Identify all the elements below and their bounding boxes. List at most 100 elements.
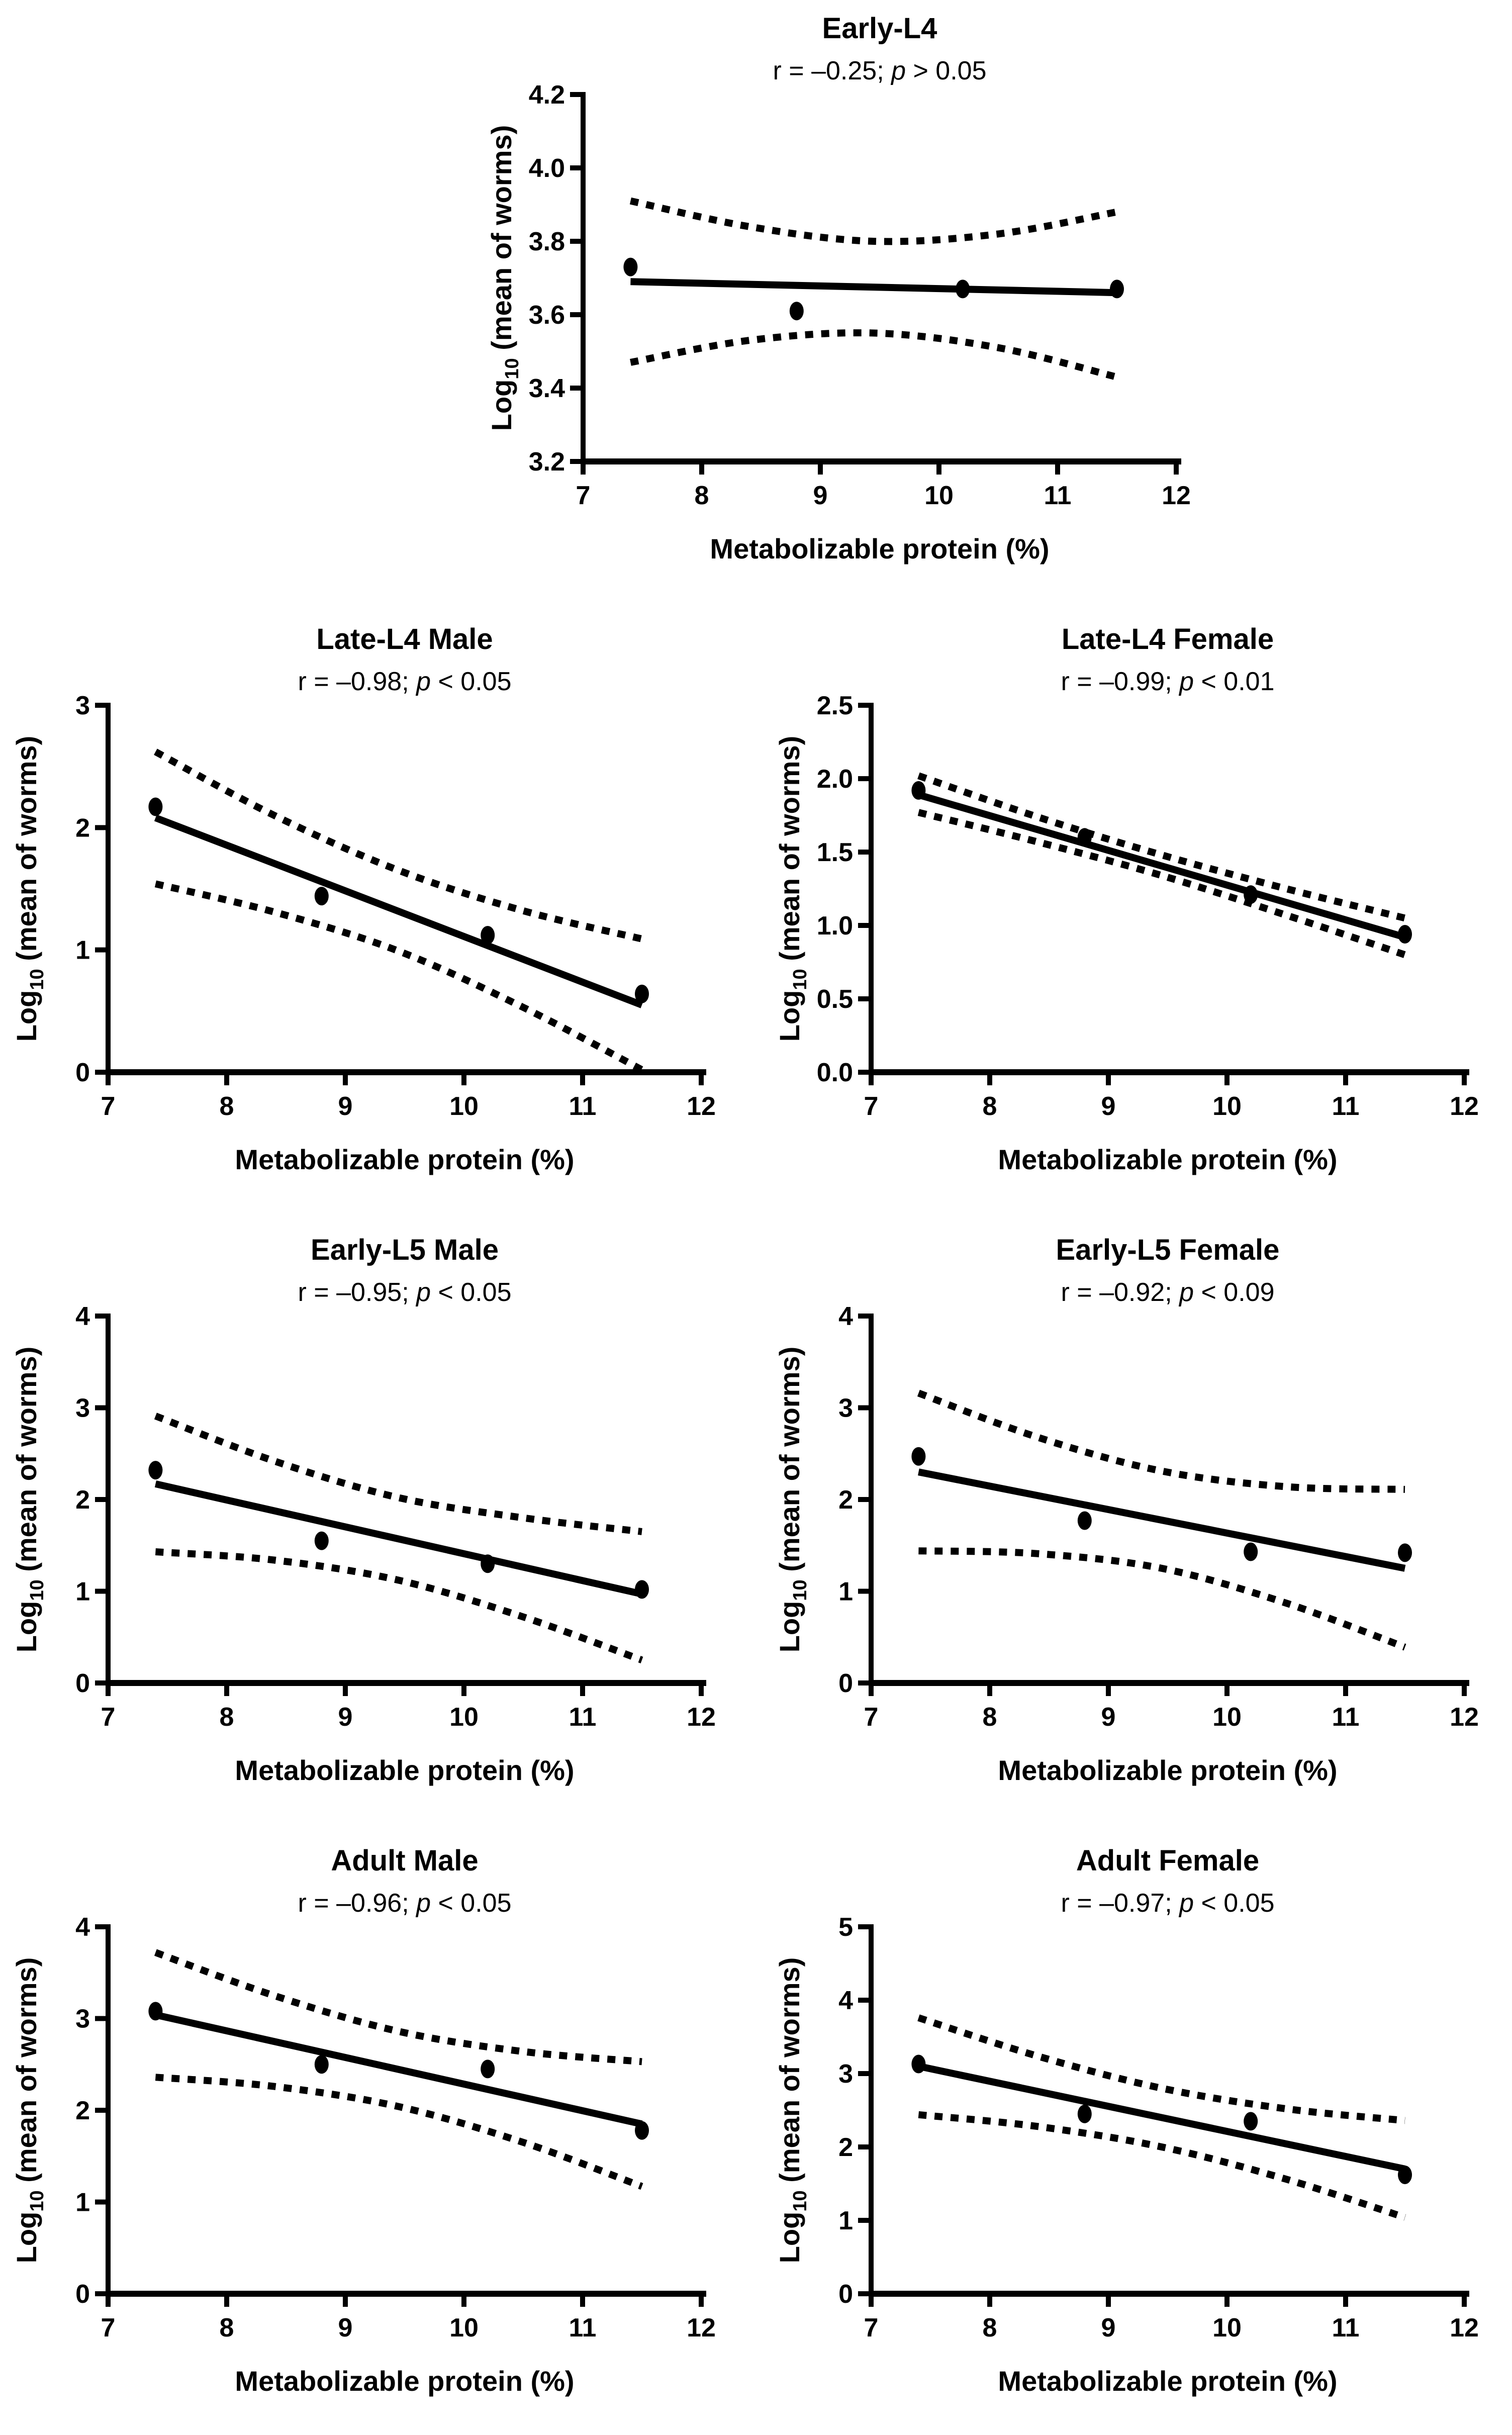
- stats-p-symbol: p: [415, 667, 431, 696]
- stats-p-value: < 0.01: [1194, 667, 1274, 696]
- y-axis-label-post: (mean of worms): [774, 1347, 805, 1580]
- y-tick-label: 2: [838, 2133, 853, 2162]
- x-axis-label: Metabolizable protein (%): [710, 533, 1049, 565]
- y-axis-label-pre: Log: [774, 990, 805, 1042]
- x-tick-label: 11: [569, 2313, 597, 2343]
- y-tick-label: 4: [75, 1302, 90, 1331]
- data-point: [789, 302, 804, 321]
- y-tick-label: 0: [75, 1669, 90, 1698]
- regression-line: [918, 1468, 1406, 1572]
- figure-row-4: Adult Male r = –0.96; p < 0.05 0 1 2 3 4 7 8 9 10 1…: [0, 1836, 1512, 2422]
- y-axis-label: Log10 (mean of worms): [11, 1347, 48, 1653]
- y-tick-label: 0: [838, 1669, 853, 1698]
- y-axis-label-pre: Log: [774, 2212, 805, 2264]
- panel-slot-late-l4-male: Late-L4 Male r = –0.98; p < 0.05 0 1 2 3 7 8 9 10…: [0, 615, 724, 1200]
- ci-lower-curve: [918, 1547, 1406, 1651]
- x-tick-label: 10: [1212, 1092, 1242, 1121]
- ci-upper-curve: [917, 1389, 1405, 1493]
- stats-p-value: < 0.05: [431, 1889, 511, 1918]
- y-axis-label-post: (mean of worms): [486, 125, 517, 358]
- y-tick-label: 3.6: [529, 301, 565, 330]
- stats-p-value: < 0.09: [1194, 1278, 1274, 1307]
- y-tick-label: 3: [838, 1394, 853, 1423]
- data-point: [148, 2002, 163, 2021]
- x-tick-label: 12: [1450, 1703, 1479, 1732]
- y-tick-label: 4: [838, 1986, 853, 2015]
- data-point: [314, 2055, 329, 2074]
- data-point: [911, 781, 926, 800]
- x-tick-label: 8: [983, 1703, 997, 1732]
- y-tick-label: 4.0: [529, 154, 565, 183]
- y-axis-label-pre: Log: [11, 1601, 42, 1653]
- x-tick-label: 8: [695, 481, 709, 510]
- panel-stats: r = –0.25; p > 0.05: [773, 56, 987, 85]
- data-point: [1398, 925, 1412, 944]
- y-axis-label-pre: Log: [774, 1601, 805, 1653]
- x-tick-label: 9: [338, 2313, 353, 2343]
- stats-p-symbol: p: [1178, 667, 1194, 696]
- data-point: [911, 2054, 926, 2074]
- ci-lower-curve: [155, 1548, 643, 1663]
- y-tick-label: 1: [75, 2188, 90, 2217]
- stats-r-value: r = –0.97;: [1061, 1889, 1180, 1918]
- x-tick-label: 9: [338, 1703, 353, 1732]
- y-axis-label: Log10 (mean of worms): [486, 125, 523, 431]
- y-tick-label: 3: [75, 691, 90, 720]
- panel-slot-early-l5-male: Early-L5 Male r = –0.95; p < 0.05 0 1 2 3 4 7 8 9…: [0, 1226, 724, 1811]
- data-point: [956, 279, 970, 299]
- y-axis-label: Log10 (mean of worms): [11, 736, 48, 1042]
- x-tick-label: 11: [1044, 481, 1072, 510]
- x-tick-label: 9: [813, 481, 828, 510]
- y-tick-label: 4: [75, 1913, 90, 1942]
- y-tick-label: 1.5: [817, 838, 853, 867]
- x-tick-label: 12: [687, 2313, 716, 2343]
- x-tick-label: 12: [687, 1703, 716, 1732]
- y-axis-label-pre: Log: [486, 380, 517, 431]
- regression-line: [917, 791, 1406, 941]
- y-tick-label: 0.5: [817, 985, 853, 1014]
- x-tick-label: 10: [449, 2313, 479, 2343]
- x-tick-label: 9: [1101, 1092, 1116, 1121]
- x-tick-label: 8: [220, 1092, 234, 1121]
- panel-title: Adult Female: [1076, 1844, 1259, 1877]
- y-tick-label: 1: [838, 2206, 853, 2235]
- y-tick-label: 3: [838, 2059, 853, 2089]
- x-tick-label: 8: [220, 1703, 234, 1732]
- panel-title: Early-L5 Male: [311, 1234, 499, 1266]
- x-axis-label: Metabolizable protein (%): [998, 2365, 1337, 2397]
- x-tick-label: 11: [569, 1703, 597, 1732]
- x-tick-label: 9: [1101, 2313, 1116, 2343]
- panel-title: Late-L4 Male: [316, 623, 493, 655]
- x-tick-label: 10: [924, 481, 954, 510]
- y-axis-label-post: (mean of worms): [11, 1957, 42, 2191]
- data-point: [1244, 1542, 1258, 1561]
- stats-r-value: r = –0.92;: [1061, 1278, 1180, 1307]
- panel-early-l4: Early-L4 r = –0.25; p > 0.05 3.2 3.4 3.6 3.8 4…: [486, 12, 1191, 565]
- ci-lower-curve: [630, 329, 1118, 381]
- stats-p-symbol: p: [1178, 1889, 1194, 1918]
- stats-p-value: < 0.05: [431, 667, 511, 696]
- x-tick-label: 7: [864, 1703, 879, 1732]
- y-axis-label-sub: 10: [790, 2190, 811, 2211]
- figure-row-1: Early-L4 r = –0.25; p > 0.05 3.2 3.4 3.6 3.8 4…: [0, 4, 1512, 590]
- x-axis-label: Metabolizable protein (%): [998, 1144, 1337, 1175]
- y-axis-label: Log10 (mean of worms): [774, 1957, 811, 2264]
- y-tick-label: 3: [75, 1394, 90, 1423]
- x-axis-label: Metabolizable protein (%): [235, 2365, 574, 2397]
- data-point: [148, 797, 163, 816]
- y-tick-label: 0: [838, 2280, 853, 2309]
- ci-upper-curve: [154, 1949, 642, 2066]
- y-axis-label-post: (mean of worms): [774, 1957, 805, 2191]
- stats-p-symbol: p: [1178, 1278, 1194, 1307]
- regression-line: [917, 2063, 1406, 2173]
- stats-p-value: < 0.05: [1194, 1889, 1274, 1918]
- y-tick-label: 4: [838, 1302, 853, 1331]
- data-point: [481, 2059, 495, 2079]
- x-tick-label: 9: [338, 1092, 353, 1121]
- stats-p-symbol: p: [890, 56, 906, 85]
- ci-lower-curve: [155, 2074, 643, 2190]
- data-point: [1244, 2112, 1258, 2131]
- panel-stats: r = –0.97; p < 0.05: [1061, 1889, 1275, 1918]
- figure-row-3: Early-L5 Male r = –0.95; p < 0.05 0 1 2 3 4 7 8 9…: [0, 1226, 1512, 1811]
- data-point: [1077, 2104, 1092, 2123]
